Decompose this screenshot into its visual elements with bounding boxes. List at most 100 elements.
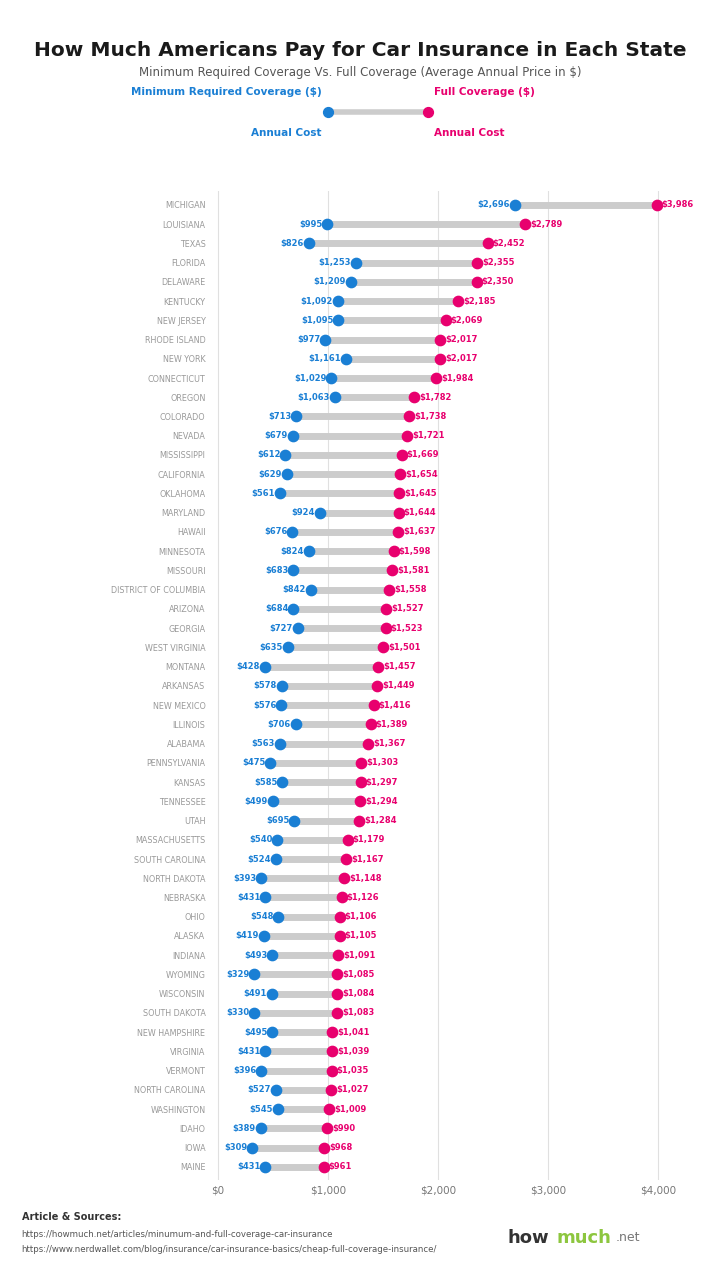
- Point: [332, 965, 343, 985]
- Text: $1,148: $1,148: [349, 874, 382, 883]
- Point: [279, 445, 291, 466]
- Point: [274, 484, 285, 504]
- Text: much: much: [557, 1229, 611, 1247]
- Point: [318, 1156, 330, 1176]
- Text: .net: .net: [616, 1231, 640, 1244]
- Text: $576: $576: [253, 701, 276, 709]
- Text: $1,644: $1,644: [404, 508, 436, 517]
- Point: [403, 406, 415, 426]
- Point: [264, 753, 276, 773]
- Text: $1,041: $1,041: [338, 1027, 370, 1036]
- Point: [321, 1118, 333, 1138]
- Point: [266, 984, 278, 1004]
- Point: [258, 926, 270, 947]
- Point: [287, 560, 299, 581]
- Text: $1,084: $1,084: [342, 989, 374, 998]
- Text: $961: $961: [328, 1162, 352, 1171]
- Point: [345, 272, 356, 292]
- Point: [380, 598, 392, 619]
- Text: $706: $706: [267, 720, 291, 729]
- Text: $1,253: $1,253: [318, 258, 351, 267]
- Point: [368, 695, 379, 716]
- Text: $1,284: $1,284: [364, 817, 397, 826]
- Text: How Much Americans Pay for Car Insurance in Each State: How Much Americans Pay for Car Insurance…: [34, 41, 686, 60]
- Text: $2,452: $2,452: [492, 239, 526, 248]
- Point: [453, 291, 464, 311]
- Text: $475: $475: [242, 758, 265, 767]
- Point: [248, 1003, 260, 1023]
- Point: [393, 503, 405, 523]
- Point: [472, 253, 483, 273]
- Text: Minimum Required Coverage Vs. Full Coverage (Average Annual Price in $): Minimum Required Coverage Vs. Full Cover…: [139, 66, 581, 79]
- Text: $629: $629: [258, 470, 282, 478]
- Text: $491: $491: [243, 989, 267, 998]
- Text: $1,083: $1,083: [342, 1008, 374, 1017]
- Point: [333, 291, 344, 311]
- Point: [246, 1137, 258, 1157]
- Text: $990: $990: [332, 1124, 355, 1133]
- Point: [372, 676, 383, 697]
- Point: [331, 984, 343, 1004]
- Text: $695: $695: [266, 817, 289, 826]
- Point: [266, 946, 278, 966]
- Point: [266, 1022, 278, 1042]
- Text: $585: $585: [254, 777, 277, 786]
- Text: $428: $428: [237, 662, 260, 671]
- Text: $968: $968: [330, 1143, 353, 1152]
- Text: Minimum Required Coverage ($): Minimum Required Coverage ($): [131, 87, 322, 97]
- Text: $1,105: $1,105: [344, 931, 377, 940]
- Point: [276, 676, 287, 697]
- Text: $2,017: $2,017: [445, 355, 477, 364]
- Text: https://www.nerdwallet.com/blog/insurance/car-insurance-basics/cheap-full-covera: https://www.nerdwallet.com/blog/insuranc…: [22, 1245, 437, 1254]
- Point: [322, 214, 333, 235]
- Point: [379, 618, 391, 638]
- Point: [322, 102, 333, 122]
- Text: $2,017: $2,017: [445, 336, 477, 345]
- Text: $842: $842: [282, 586, 305, 595]
- Text: $1,095: $1,095: [301, 315, 333, 325]
- Point: [272, 1099, 284, 1119]
- Point: [365, 715, 377, 735]
- Text: https://howmuch.net/articles/minumum-and-full-coverage-car-insurance: https://howmuch.net/articles/minumum-and…: [22, 1230, 333, 1239]
- Point: [327, 1022, 338, 1042]
- Text: $419: $419: [235, 931, 259, 940]
- Text: $2,696: $2,696: [477, 200, 510, 209]
- Text: $1,984: $1,984: [441, 374, 474, 383]
- Point: [372, 656, 384, 676]
- Text: $1,092: $1,092: [301, 296, 333, 305]
- Text: $1,637: $1,637: [403, 527, 436, 536]
- Point: [333, 310, 344, 330]
- Point: [396, 445, 408, 466]
- Text: Article & Sources:: Article & Sources:: [22, 1212, 121, 1222]
- Text: $995: $995: [300, 219, 323, 228]
- Point: [291, 406, 302, 426]
- Text: $1,029: $1,029: [294, 374, 326, 383]
- Point: [331, 1003, 343, 1023]
- Text: $1,027: $1,027: [336, 1086, 368, 1095]
- Text: $977: $977: [297, 336, 320, 345]
- Text: $1,209: $1,209: [314, 277, 346, 286]
- Point: [377, 637, 389, 657]
- Text: $1,085: $1,085: [342, 970, 374, 979]
- Point: [325, 1079, 337, 1100]
- Text: $1,161: $1,161: [308, 355, 341, 364]
- Point: [292, 618, 304, 638]
- Point: [319, 1137, 330, 1157]
- Text: $329: $329: [226, 970, 249, 979]
- Point: [392, 522, 404, 542]
- Point: [325, 367, 337, 388]
- Point: [303, 541, 315, 561]
- Point: [651, 195, 662, 216]
- Text: $1,721: $1,721: [413, 431, 445, 440]
- Text: $1,297: $1,297: [366, 777, 398, 786]
- Text: $1,367: $1,367: [374, 739, 405, 748]
- Text: $1,294: $1,294: [365, 796, 397, 805]
- Text: $1,523: $1,523: [390, 624, 423, 633]
- Text: $1,167: $1,167: [351, 855, 384, 864]
- Text: $635: $635: [259, 643, 283, 652]
- Text: $393: $393: [233, 874, 256, 883]
- Point: [276, 772, 288, 792]
- Point: [303, 234, 315, 254]
- Text: $431: $431: [237, 893, 261, 902]
- Point: [388, 541, 400, 561]
